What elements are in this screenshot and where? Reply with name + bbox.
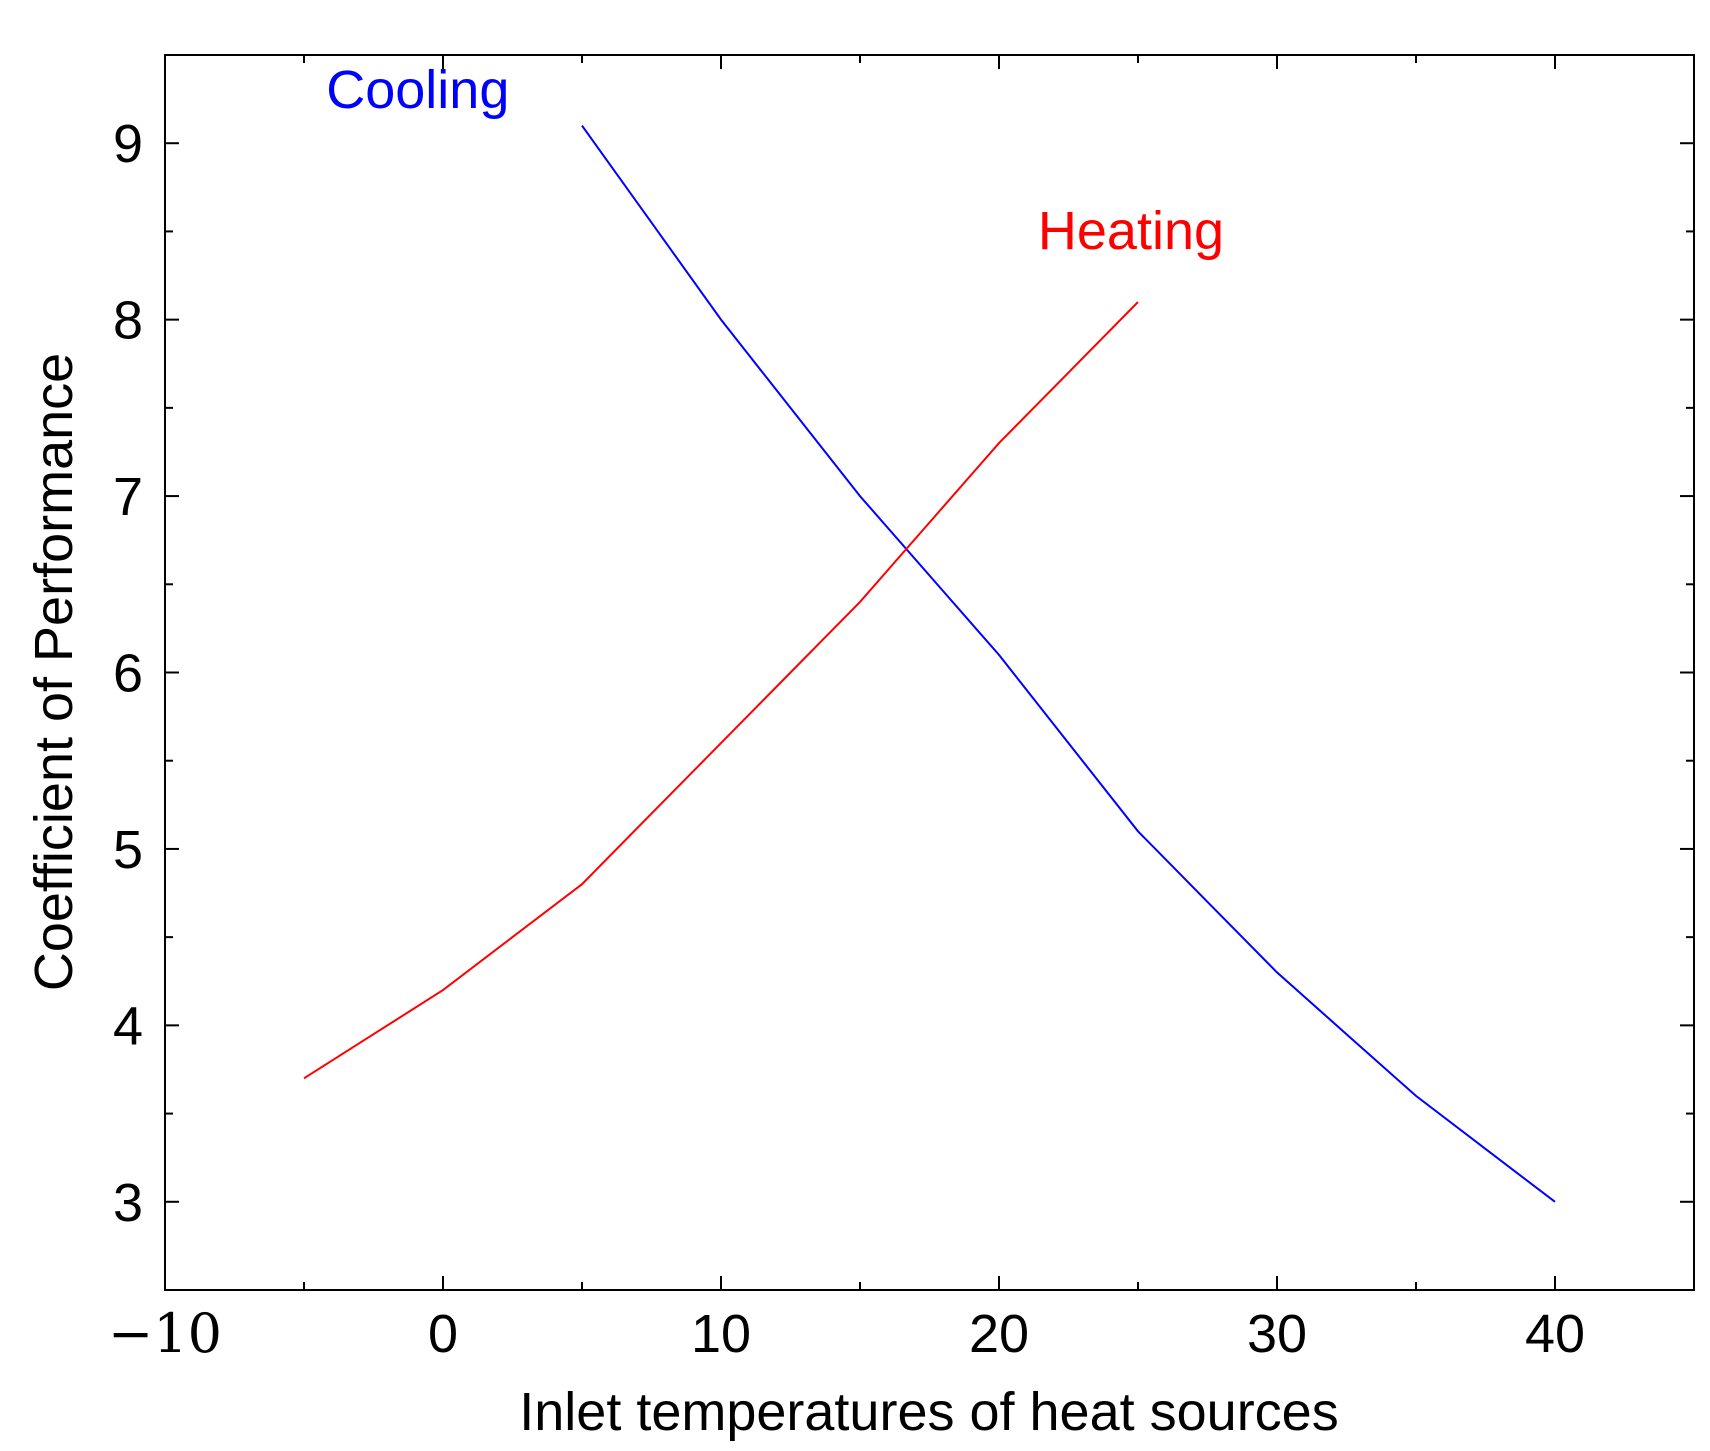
series-lines (303, 125, 1556, 1203)
x-tick-label: 40 (1525, 1304, 1585, 1364)
y-tick-label: 5 (113, 820, 143, 880)
y-tick-label: 4 (113, 996, 143, 1056)
x-tick-label: 30 (1247, 1304, 1307, 1364)
axis-ticks (164, 54, 1695, 1291)
y-tick-label: 6 (113, 644, 143, 704)
x-tick-label: 10 (691, 1304, 751, 1364)
series-label-heating: Heating (1038, 201, 1224, 261)
series-label-cooling: Cooling (326, 60, 509, 120)
y-tick-label: 3 (113, 1173, 143, 1233)
y-axis-title: Coefficient of Performance (24, 353, 84, 991)
x-tick-label: −10 (108, 1302, 222, 1365)
x-axis-title: Inlet temperatures of heat sources (519, 1382, 1338, 1442)
x-tick-label: 0 (428, 1304, 458, 1364)
series-line-cooling (581, 125, 1556, 1203)
x-tick-label: 20 (969, 1304, 1029, 1364)
series-labels: Cooling Heating (326, 60, 1224, 261)
y-tick-label: 8 (113, 291, 143, 351)
y-tick-label: 9 (113, 114, 143, 174)
y-tick-label: 7 (113, 467, 143, 527)
series-line-heating (303, 301, 1139, 1080)
plot-frame (164, 54, 1695, 1291)
tick-labels: −10 0 10 20 30 40 3 4 5 6 7 8 9 (108, 114, 1585, 1365)
